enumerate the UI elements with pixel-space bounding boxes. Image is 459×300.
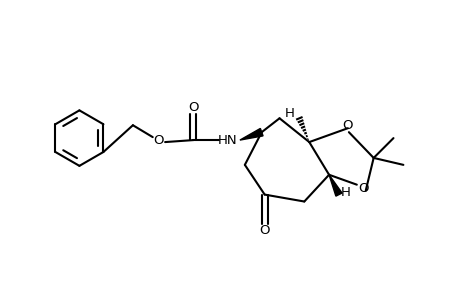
Text: H: H (340, 186, 350, 199)
Polygon shape (240, 128, 263, 140)
Text: O: O (153, 134, 163, 147)
Text: HN: HN (218, 134, 237, 147)
Polygon shape (328, 175, 341, 196)
Text: O: O (342, 119, 353, 132)
Text: H: H (284, 107, 294, 120)
Text: O: O (358, 182, 368, 195)
Text: O: O (188, 101, 198, 114)
Text: O: O (259, 224, 269, 237)
